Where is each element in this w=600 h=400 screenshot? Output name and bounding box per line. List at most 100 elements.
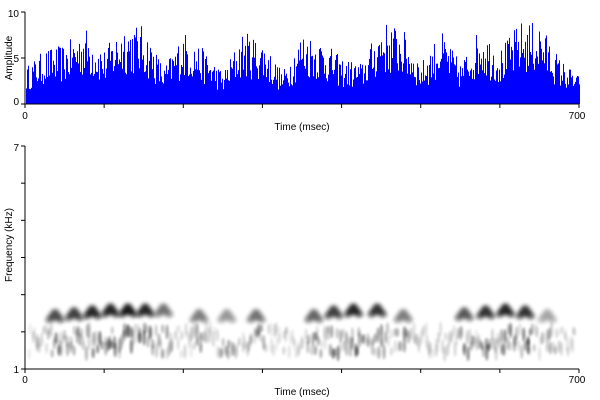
amplitude-bar (467, 69, 468, 104)
amplitude-bar (33, 71, 34, 104)
amplitude-bar (162, 82, 163, 104)
amplitude-bar (351, 62, 352, 104)
spectrogram-noise-mark (338, 338, 343, 353)
spectrogram-syllable (323, 305, 344, 320)
spectrogram-noise-mark (385, 322, 390, 335)
amplitude-bar (233, 61, 234, 104)
spectrogram-noise-mark (287, 344, 291, 360)
spectrogram-noise-mark (87, 322, 91, 338)
amplitude-bar (372, 68, 373, 104)
spectrogram-noise-mark (395, 327, 399, 338)
spectrogram-noise-mark (319, 339, 324, 349)
amplitude-bar (338, 85, 339, 104)
spectrogram-syllable (454, 307, 474, 322)
amplitude-bar (94, 74, 95, 104)
amplitude-bar (518, 41, 519, 104)
spectrogram-syllable-core (542, 309, 553, 322)
amplitude-bar (57, 71, 58, 104)
spectrogram-syllable (537, 309, 558, 324)
amplitude-bar (77, 51, 78, 104)
amplitude-bar (262, 50, 263, 104)
amplitude-bar (65, 78, 66, 104)
amplitude-bar (504, 74, 505, 104)
amplitude-bar (436, 63, 437, 104)
spectrogram-noise-mark (202, 332, 206, 343)
spectrogram-syllable-core (308, 309, 319, 322)
spectrogram-noise-mark (389, 328, 393, 339)
amplitude-bar (198, 48, 199, 104)
spectrogram-noise-mark (306, 340, 310, 354)
amplitude-bar (383, 52, 384, 104)
amplitude-bar (322, 55, 323, 104)
amplitude-bar (385, 72, 386, 104)
amplitude-bar (122, 68, 123, 104)
amplitude-bar (126, 74, 127, 104)
spectrogram-noise-mark (563, 332, 567, 341)
amplitude-bar (513, 70, 514, 104)
amplitude-bar (536, 51, 537, 104)
amplitude-bar (508, 44, 509, 104)
amplitude-bar (526, 72, 527, 104)
amplitude-bar (559, 60, 560, 104)
spectrogram-noise-mark (49, 322, 54, 338)
amplitude-bar (545, 38, 546, 104)
amplitude-bar (560, 85, 561, 104)
amplitude-bar (110, 60, 111, 104)
spectrogram-syllable (304, 309, 324, 324)
spectrogram-syllable-core (372, 303, 383, 316)
amplitude-bar (188, 76, 189, 104)
amplitude-bar (515, 41, 516, 104)
spectrogram-noise-mark (313, 345, 318, 356)
amplitude-bar (325, 65, 326, 104)
spectrogram-noise-mark (259, 324, 264, 333)
amplitude-bar (252, 57, 253, 104)
amplitude-bar (295, 82, 296, 104)
amplitude-bar (69, 74, 70, 104)
amplitude-bar (107, 58, 108, 104)
spectrogram-noise-mark (256, 329, 260, 339)
amplitude-bar (304, 65, 305, 104)
amplitude-bar (125, 72, 126, 104)
amplitude-bar (181, 64, 182, 104)
amplitude-bar (47, 76, 48, 104)
spectrogram-noise-mark (142, 329, 146, 346)
spectrogram-noise-mark (566, 346, 570, 357)
amplitude-bar (459, 86, 460, 104)
amplitude-bar (26, 88, 27, 104)
spectrogram-noise-mark (35, 336, 39, 352)
amplitude-bar (214, 67, 215, 104)
spectrogram-noise-mark (234, 346, 238, 360)
spectrogram-noise-mark (518, 322, 522, 336)
amplitude-bar (468, 71, 469, 104)
amplitude-bar (88, 48, 89, 104)
spectrogram-noise-mark (506, 336, 510, 351)
spectrogram-syllable-core (398, 309, 409, 322)
amplitude-bar (72, 57, 73, 104)
amplitude-bar (319, 49, 320, 104)
spectrogram-syllable-core (221, 309, 232, 322)
amplitude-bar (430, 55, 431, 104)
amplitude-bar (498, 82, 499, 104)
amplitude-bar (556, 54, 557, 104)
amplitude-bar (507, 40, 508, 104)
amplitude-bar (370, 49, 371, 104)
amplitude-bar (259, 65, 260, 104)
amplitude-bar (257, 68, 258, 104)
amplitude-bar (48, 51, 49, 104)
spectrogram-noise-mark (456, 327, 460, 340)
amplitude-bar (358, 67, 359, 104)
amplitude-bar (299, 60, 300, 104)
amplitude-bar (86, 30, 87, 104)
spectrogram-noise-mark (125, 324, 129, 338)
amplitude-bar (573, 85, 574, 104)
spectrogram-noise-mark (412, 322, 416, 335)
amplitude-bar (175, 56, 176, 104)
spectrogram-syllable-core (520, 305, 531, 318)
amplitude-bar (475, 62, 476, 104)
amplitude-bar (542, 60, 543, 104)
spectrogram-noise-mark (123, 329, 127, 341)
amplitude-bar (85, 43, 86, 104)
amplitude-bar (447, 61, 448, 104)
amplitude-bar (355, 66, 356, 104)
amplitude-bar (41, 80, 42, 104)
